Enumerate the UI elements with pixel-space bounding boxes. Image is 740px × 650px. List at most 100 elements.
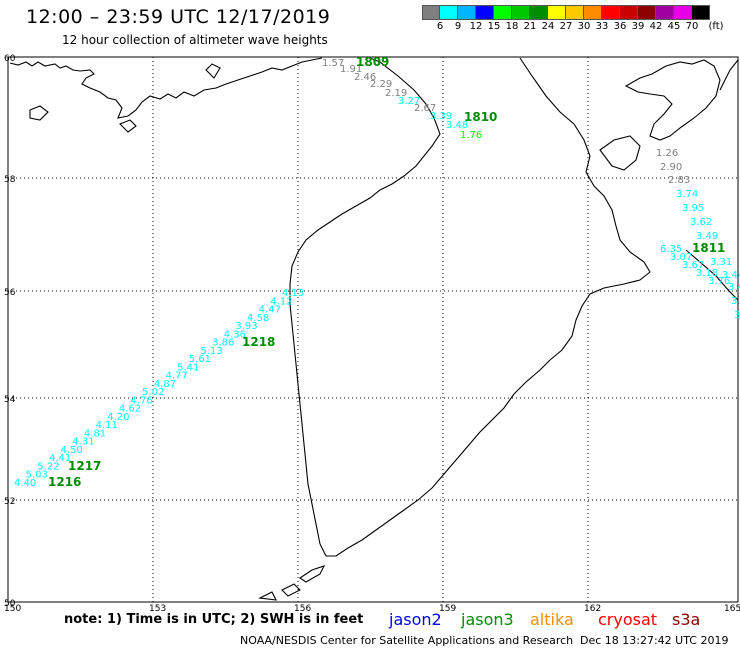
legend-label: 24 [541,21,555,32]
wave-height-value: 3 [734,310,740,321]
lon-label: 159 [439,604,456,614]
wave-height-value: 4.76 [131,395,153,406]
legend-swatch [566,5,584,20]
legend-swatch [530,5,548,20]
satellite-name: jason3 [461,610,514,629]
track-id-label: 1218 [242,335,275,349]
map-frame [7,56,739,603]
wave-height-value: 4.62 [119,404,141,415]
wave-height-value: 6.35 [660,244,682,255]
wave-height-value: 3.95 [682,203,704,214]
legend-label: 6 [436,21,444,32]
note-text: note: 1) Time is in UTC; 2) SWH is in fe… [64,612,364,627]
color-legend [422,5,710,20]
satellite-name: jason2 [389,610,442,629]
wave-height-value: 2.83 [668,175,690,186]
legend-label: 39 [631,21,645,32]
legend-label: 42 [649,21,663,32]
wave-height-value: 3.18 [696,268,718,279]
wave-height-value: 2.19 [385,88,407,99]
wave-height-value: 4.13 [282,288,304,299]
wave-height-value: 4.47 [259,305,281,316]
track-id-label: 1811 [692,241,725,255]
wave-height-value: 4.58 [247,313,269,324]
lat-label: 50 [4,599,16,609]
wave-height-value: 3.86 [212,338,234,349]
lon-label: 150 [4,604,21,614]
wave-height-value: 1.91 [340,64,362,75]
legend-swatch [458,5,476,20]
page-title: 12:00 – 23:59 UTC 12/17/2019 [26,6,331,28]
wave-height-value: 1.76 [460,130,482,141]
legend-swatch [602,5,620,20]
legend-label: 9 [454,21,462,32]
legend-swatch [440,5,458,20]
wave-height-value: 4.41 [49,453,71,464]
legend-labels: 6 9 12 15 18 21 24 27 30 33 36 39 42 45 70 (ft) [422,21,740,35]
legend-swatch [494,5,512,20]
wave-height-value: 3.48 [446,120,468,131]
wave-height-value: 5.13 [200,346,222,357]
satellite-name: s3a [672,610,701,629]
legend-label: 15 [487,21,501,32]
wave-height-value: 3.67 [682,260,704,271]
legend-label: 12 [469,21,483,32]
wave-height-value: 3.27 [398,96,420,107]
lon-label: 165 [724,604,740,614]
wave-height-value: 3.3 [731,296,740,307]
wave-height-value: 4.36 [224,329,246,340]
legend-label: 36 [613,21,627,32]
track-id-label: 1809 [356,55,389,69]
wave-height-value: 2.29 [370,79,392,90]
lat-label: 52 [4,497,15,507]
lon-label: 153 [149,604,166,614]
wave-height-value: 4.20 [107,412,129,423]
page-subtitle: 12 hour collection of altimeter wave hei… [62,33,328,47]
lat-label: 58 [4,175,16,185]
track-labels: 1.571.912.462.292.193.272.673.393.481.76… [14,55,740,489]
wave-height-value: 1.57 [322,58,344,69]
wave-height-value: 3.49 [696,231,718,242]
track-id-label: 1217 [68,459,101,473]
wave-height-value: 4.81 [84,428,106,439]
wave-height-value: 3.44 [722,270,740,281]
wave-height-value: 4.12 [270,296,292,307]
lat-label: 56 [4,288,16,298]
wave-height-value: 3.07 [670,252,692,263]
track-id-label: 1216 [48,475,81,489]
wave-height-value: 5.61 [189,354,211,365]
wave-height-value: 3.4 [728,282,740,293]
lat-label: 54 [4,395,16,405]
wave-height-value: 5.03 [26,470,48,481]
legend-label: 27 [559,21,573,32]
wave-height-value: 4.87 [154,379,176,390]
legend-swatch [548,5,566,20]
footer-credit: NOAA/NESDIS Center for Satellite Applica… [240,634,574,647]
legend-unit: (ft) [708,21,724,32]
wave-height-value: 3.76 [708,276,730,287]
satellite-name: altika [530,610,574,629]
track-id-label: 1810 [464,110,497,124]
legend-swatch [476,5,494,20]
wave-height-value: 2.67 [414,103,436,114]
wave-height-value: 5.22 [37,461,59,472]
wave-height-value: 5.41 [177,362,199,373]
legend-swatch [422,5,440,20]
legend-label: 21 [523,21,537,32]
footer-timestamp: Dec 18 13:27:42 UTC 2019 [580,634,729,647]
wave-height-value: 5.02 [142,387,164,398]
legend-label: 45 [667,21,681,32]
coastline [9,57,739,601]
legend-swatch [512,5,530,20]
legend-label: 18 [505,21,519,32]
legend-label: 33 [595,21,609,32]
wave-height-value: 2.90 [660,162,682,173]
legend-swatch [692,5,710,20]
lon-label: 162 [584,604,601,614]
wave-height-value: 4.11 [96,420,118,431]
wave-height-value: 3.74 [676,189,698,200]
legend-swatch [620,5,638,20]
wave-height-value: 4.77 [165,371,187,382]
legend-swatch [638,5,656,20]
